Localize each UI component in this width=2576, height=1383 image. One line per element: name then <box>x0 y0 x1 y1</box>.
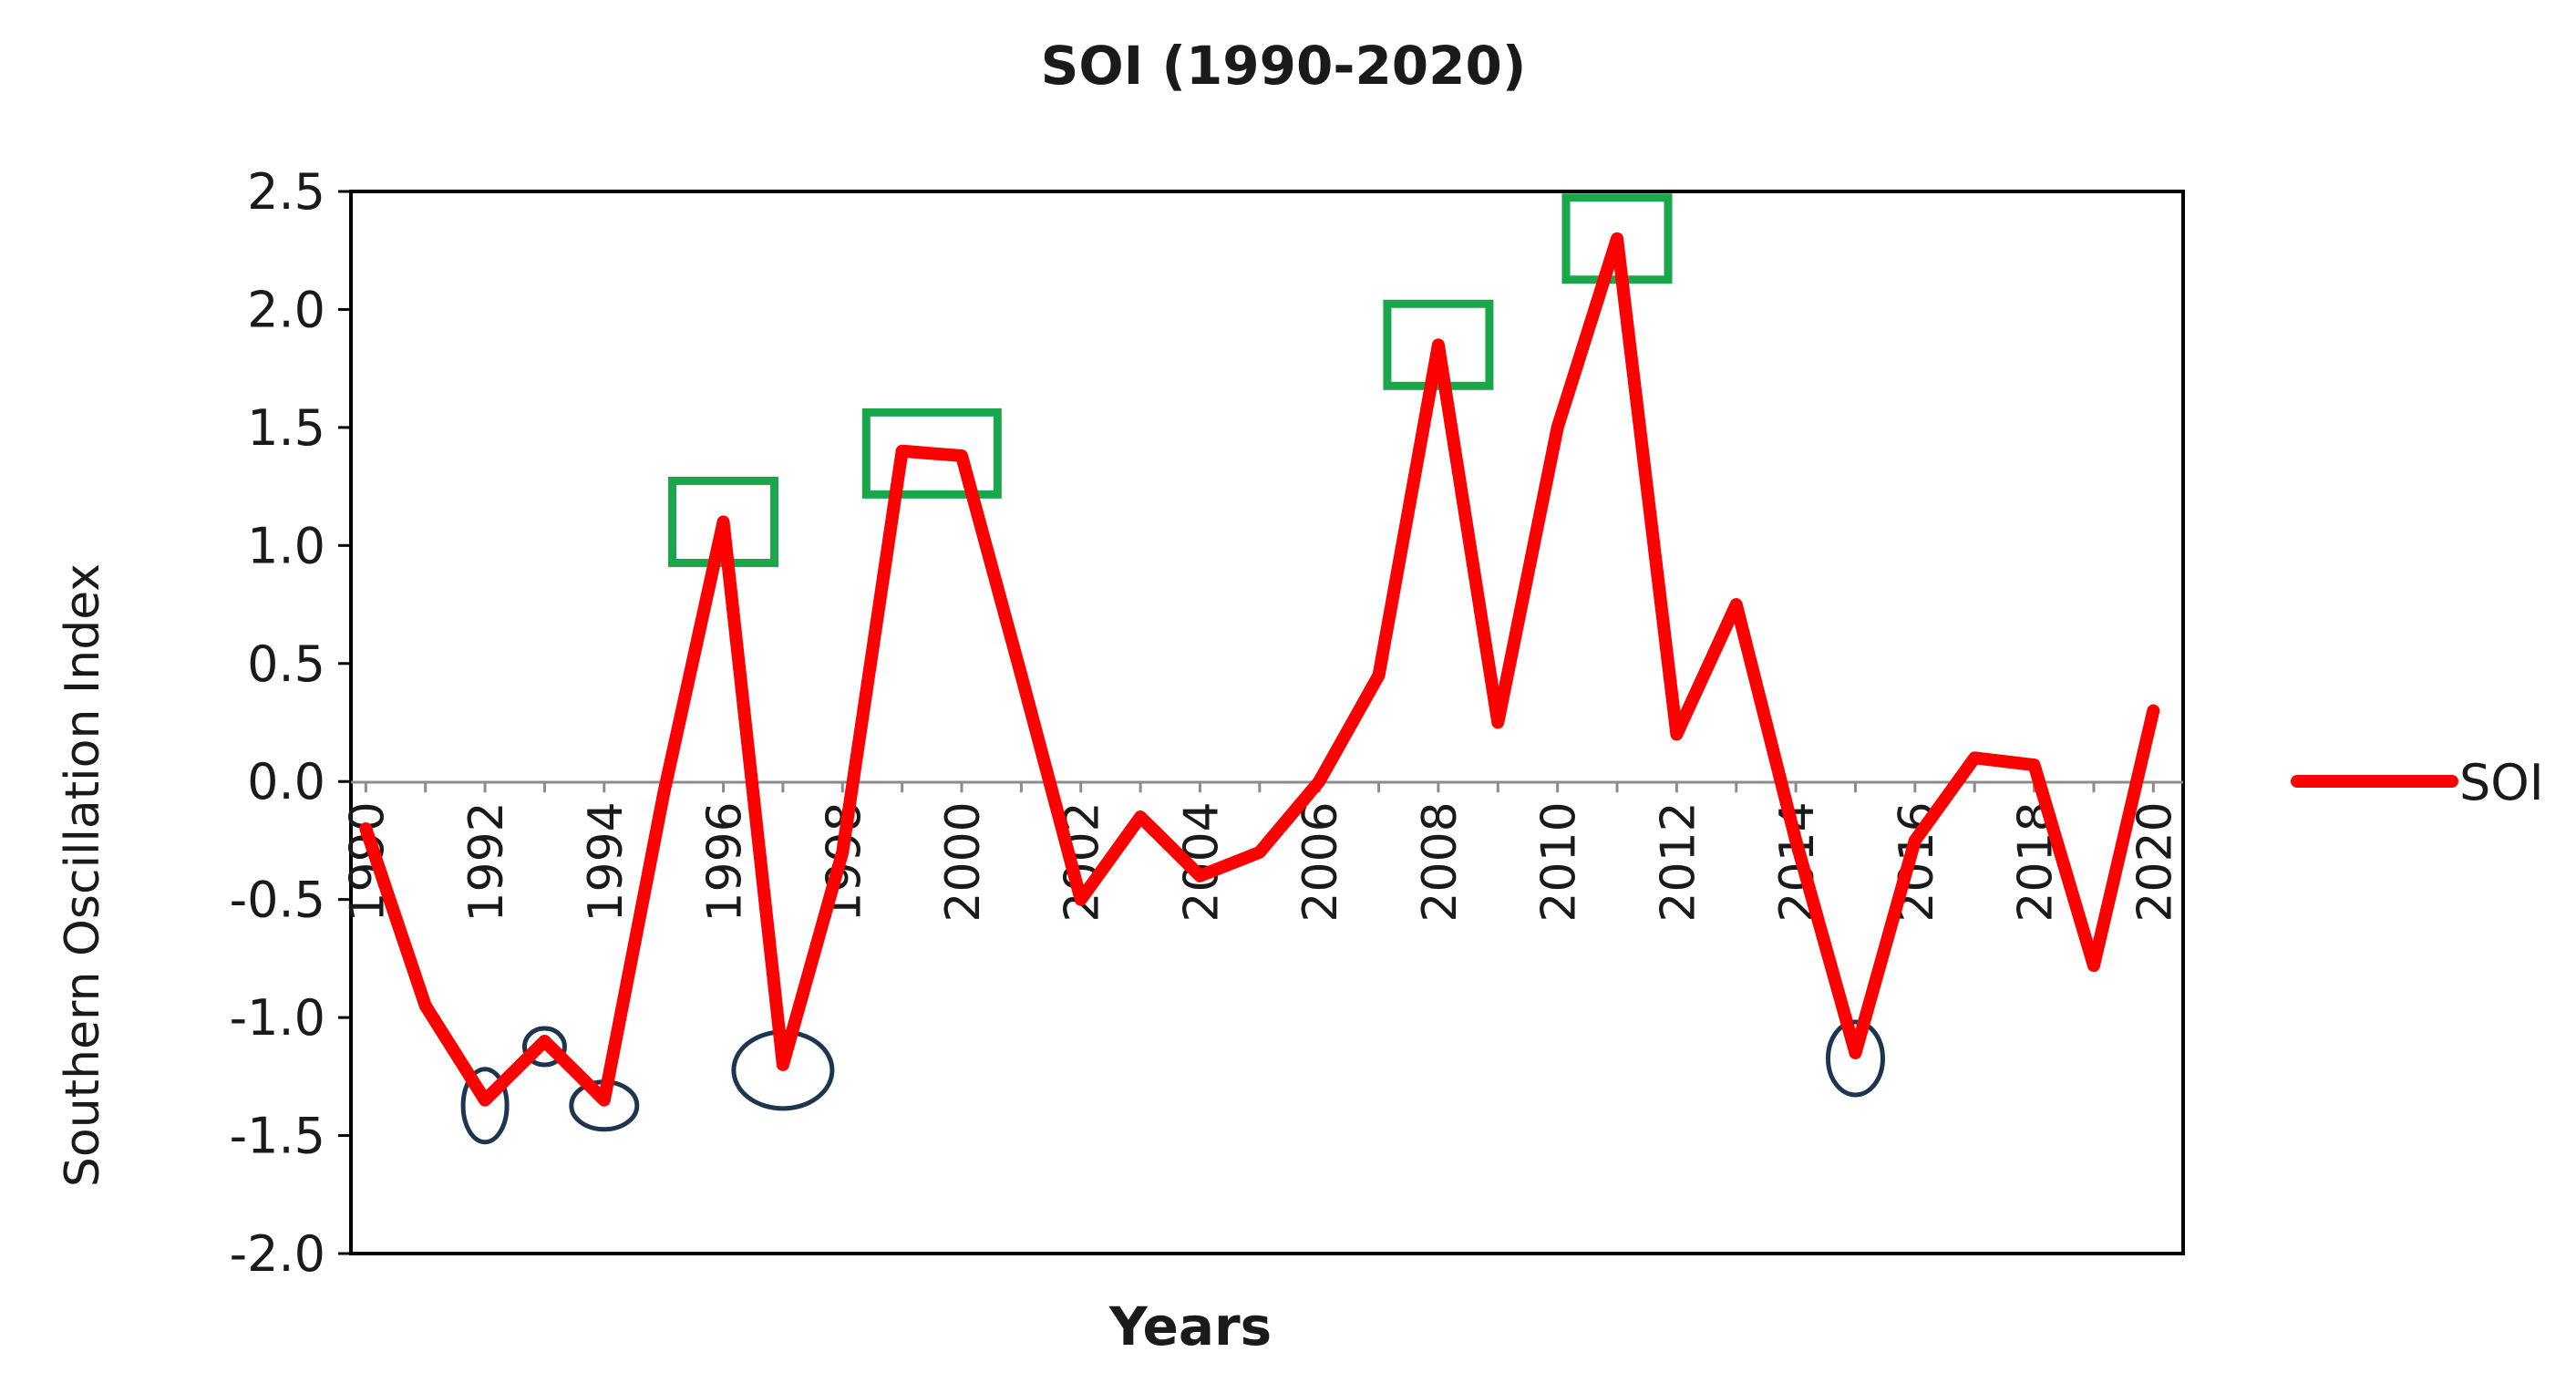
chart-title: SOI (1990-2020) <box>1041 35 1527 97</box>
series-line-soi <box>359 232 2160 1107</box>
x-tick-label: 2010 <box>1532 801 1587 922</box>
data-point <box>841 851 844 853</box>
x-tick-label: 2000 <box>936 801 991 922</box>
data-point <box>1199 874 1201 877</box>
series-layer <box>359 232 2160 1107</box>
data-point <box>1497 721 1499 724</box>
x-tick-label: 1992 <box>459 801 514 922</box>
data-point <box>543 1040 546 1042</box>
legend-label-soi: SOI <box>2459 754 2544 811</box>
y-axis-title-group: Southern Oscillation Index <box>56 563 110 1187</box>
data-point <box>1913 839 1916 841</box>
y-tick-label: 0.0 <box>247 753 325 810</box>
highlight-box <box>1383 299 1494 390</box>
data-point <box>1377 674 1380 676</box>
data-point <box>2033 764 2035 767</box>
data-point <box>1139 816 1142 819</box>
plot-area-frame <box>349 190 2185 1255</box>
y-tick-label: -1.5 <box>230 1108 325 1165</box>
y-tick-label: 2.0 <box>247 281 325 338</box>
x-tick-label: 2012 <box>1651 801 1705 922</box>
y-tick-label: 2.5 <box>247 163 325 221</box>
data-point <box>901 449 903 452</box>
y-tick-label: -0.5 <box>230 872 325 929</box>
y-axis-title: Southern Oscillation Index <box>56 563 110 1187</box>
highlight-box <box>861 408 1002 499</box>
data-point <box>365 828 367 830</box>
y-tick-label: -1.0 <box>230 989 325 1047</box>
data-point <box>1258 851 1261 853</box>
data-point <box>1437 344 1439 346</box>
data-point <box>603 1099 605 1101</box>
x-tick-label: 2008 <box>1413 801 1468 922</box>
data-point <box>1318 780 1321 783</box>
data-point <box>1735 604 1737 606</box>
data-point <box>722 521 725 523</box>
data-point <box>1675 733 1678 736</box>
data-point <box>1795 839 1798 841</box>
x-tick-label: 2020 <box>2128 801 2182 922</box>
x-axis-title: Years <box>1108 1295 1272 1357</box>
highlight-circle <box>460 1067 510 1145</box>
data-point <box>2092 965 2095 967</box>
data-point <box>1616 237 1619 240</box>
data-point <box>484 1099 487 1101</box>
y-tick-label: 1.5 <box>247 399 325 457</box>
data-point <box>781 1063 784 1066</box>
data-point <box>1556 426 1559 428</box>
highlight-circle <box>521 1026 567 1068</box>
y-tick-label: 0.5 <box>247 635 325 693</box>
data-point <box>1973 757 1976 759</box>
y-tick-label: -2.0 <box>230 1225 325 1283</box>
highlight-circle <box>1825 1019 1885 1098</box>
y-axis-ticks: 2.5 2.0 1.5 1.0 0.5 0.0 -0.5 -1.0 -1.5 -2.0 <box>230 163 351 1283</box>
data-point <box>424 1005 427 1007</box>
legend: SOI <box>2291 754 2544 811</box>
data-point <box>1854 1051 1857 1054</box>
x-tick-label: 2006 <box>1293 801 1348 922</box>
data-point <box>961 454 963 457</box>
x-tick-label: 1994 <box>579 801 634 922</box>
highlight-markers <box>460 193 1885 1145</box>
x-tick-label: 1996 <box>698 801 753 922</box>
y-tick-label: 1.0 <box>247 517 325 574</box>
data-point <box>1020 674 1023 676</box>
data-point <box>2152 709 2155 712</box>
data-point <box>663 792 665 795</box>
data-point <box>1079 898 1082 901</box>
